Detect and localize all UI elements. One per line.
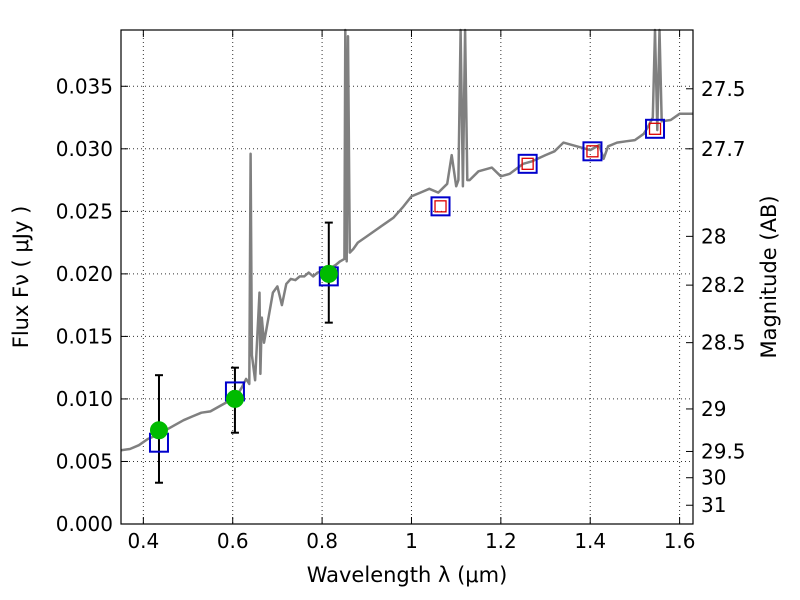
plot-frame bbox=[120, 29, 694, 525]
mag-tick-label: 27.5 bbox=[701, 77, 746, 101]
model-point bbox=[645, 118, 666, 139]
x-tick-label: 0.8 bbox=[306, 529, 338, 553]
x-axis-label: Wavelength λ (μm) bbox=[307, 563, 508, 587]
observed-point bbox=[149, 421, 168, 440]
model-point-inner bbox=[648, 122, 662, 135]
y-tick-label: 0.035 bbox=[56, 74, 113, 98]
y-tick-label: 0.005 bbox=[56, 449, 113, 473]
spectrum-line bbox=[120, 28, 693, 452]
error-bars bbox=[154, 221, 333, 484]
mag-tick-label: 27.7 bbox=[701, 137, 746, 161]
model-point bbox=[582, 141, 603, 162]
x-tick-label: 1.4 bbox=[574, 529, 606, 553]
y2-axis-label: Magnitude (AB) bbox=[757, 195, 781, 358]
model-point-inner bbox=[521, 157, 534, 170]
y-tick-label: 0.000 bbox=[56, 512, 113, 536]
x-tick-label: 0.6 bbox=[217, 529, 249, 553]
mag-tick-label: 29.5 bbox=[701, 439, 746, 463]
axis-ticks: 0.4 0.6 0.8 1 1.2 1.4 1.6 0.000 0.005 0.010 0.015 0… bbox=[56, 30, 746, 553]
model-point-inner bbox=[586, 145, 599, 158]
model-spectrum bbox=[120, 28, 693, 452]
x-tick-label: 1.2 bbox=[485, 529, 517, 553]
mag-tick-label: 28 bbox=[701, 224, 726, 248]
observed-point bbox=[319, 264, 338, 283]
y-tick-label: 0.010 bbox=[56, 387, 113, 411]
observed-photometry bbox=[149, 264, 338, 440]
grid-lines bbox=[121, 30, 693, 525]
mag-tick-label: 28.2 bbox=[701, 273, 746, 297]
x-tick-label: 0.4 bbox=[127, 529, 159, 553]
mag-tick-label: 28.5 bbox=[701, 331, 746, 355]
x-tick-label: 1.6 bbox=[664, 529, 696, 553]
y-tick-label: 0.030 bbox=[56, 137, 113, 161]
model-point bbox=[430, 196, 451, 217]
x-tick-label: 1 bbox=[405, 529, 418, 553]
mag-tick-label: 31 bbox=[701, 493, 726, 517]
y-axis-label: Flux Fν ( μJy ) bbox=[9, 206, 33, 349]
mag-tick-label: 30 bbox=[701, 466, 726, 490]
mag-tick-label: 29 bbox=[701, 397, 726, 421]
model-point-inner bbox=[434, 200, 447, 213]
y-tick-label: 0.025 bbox=[56, 199, 113, 223]
y-tick-label: 0.020 bbox=[56, 262, 113, 286]
observed-point bbox=[225, 389, 244, 408]
y-tick-label: 0.015 bbox=[56, 324, 113, 348]
model-point bbox=[517, 153, 538, 174]
